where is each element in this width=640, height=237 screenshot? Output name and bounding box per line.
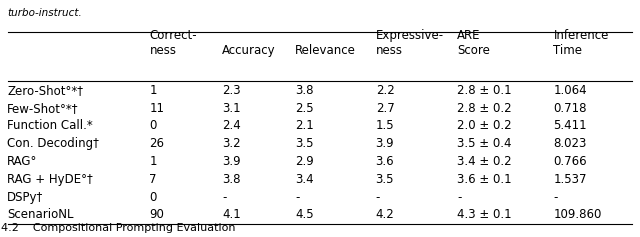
Text: 4.2    Compositional Prompting Evaluation: 4.2 Compositional Prompting Evaluation: [1, 223, 236, 233]
Text: turbo-instruct.: turbo-instruct.: [8, 9, 83, 18]
